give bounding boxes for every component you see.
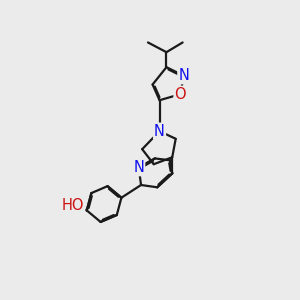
Text: O: O (175, 87, 186, 102)
Text: HO: HO (62, 198, 84, 213)
Text: N: N (154, 124, 165, 139)
Text: N: N (178, 68, 189, 83)
Text: N: N (133, 160, 144, 175)
